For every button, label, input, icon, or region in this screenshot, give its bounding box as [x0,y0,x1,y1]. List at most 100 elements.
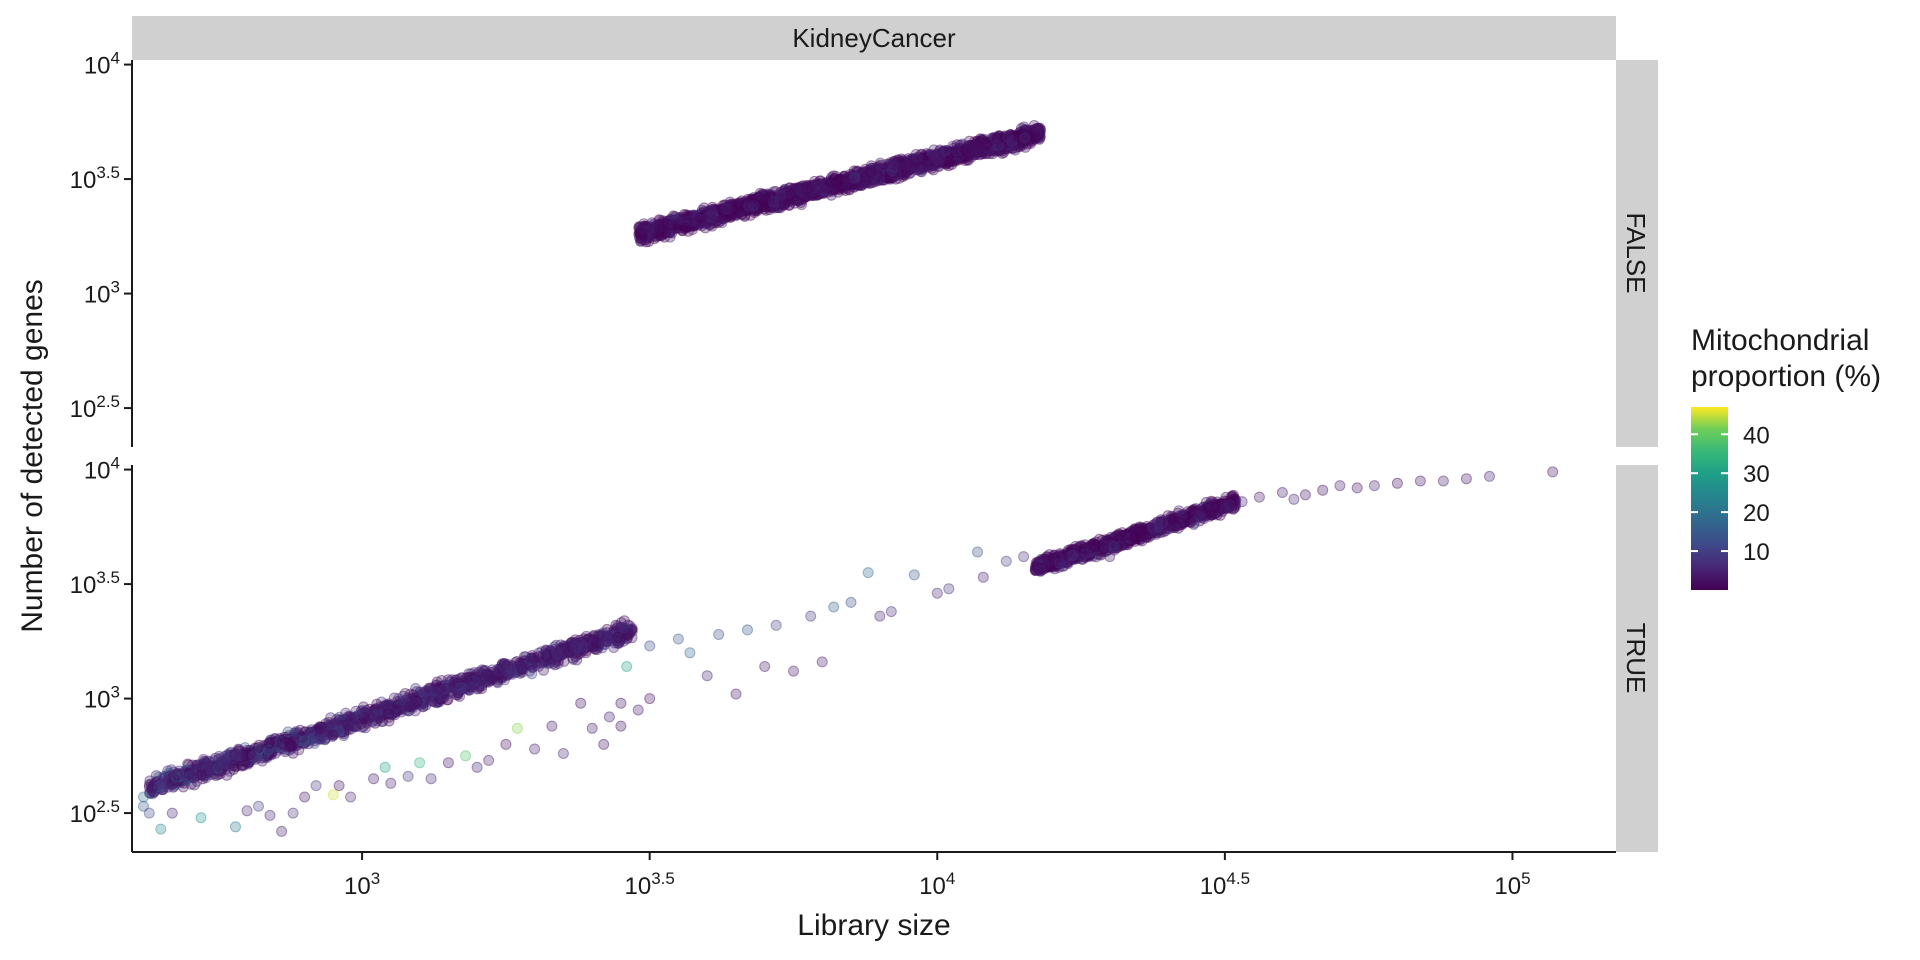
data-point [1002,135,1014,147]
data-point [781,196,793,208]
data-point [655,223,667,235]
data-point [924,154,936,166]
data-point [500,738,512,750]
data-point [938,156,950,168]
data-point [780,195,792,207]
data-point [1025,132,1037,144]
data-point [325,719,337,731]
data-point [1024,127,1036,139]
data-point [635,234,647,245]
data-point [946,149,958,161]
data-point [1022,128,1034,140]
data-point [890,162,902,174]
data-point [781,195,792,206]
data-point [921,155,933,167]
data-point [1033,133,1045,145]
data-point [727,204,739,216]
data-point [870,172,882,184]
data-point [912,155,924,167]
data-point [638,223,650,235]
data-point [671,222,683,234]
data-point [749,198,761,210]
data-point [1015,134,1027,146]
data-point [673,218,685,230]
data-point [648,224,659,235]
data-point [1547,466,1559,478]
data-point [893,172,905,184]
data-point [659,217,671,229]
data-point [716,217,728,229]
data-point [853,172,865,184]
data-point [953,144,965,156]
data-point [827,174,839,186]
data-point [962,146,974,158]
data-point [994,139,1005,151]
data-point [586,722,598,734]
facet-row-label-false: FALSE [1621,213,1651,294]
data-point [807,187,819,199]
data-point [664,226,676,238]
data-point [778,187,790,199]
data-point [979,137,991,149]
data-point [890,173,902,185]
legend-tick-label: 20 [1743,500,1770,527]
data-point [340,707,352,719]
data-point [814,182,825,194]
data-point [671,217,683,229]
data-point [838,176,850,188]
data-point [1014,131,1026,143]
data-point [897,167,909,179]
data-point [652,219,664,231]
data-point [912,164,924,176]
data-point [1019,131,1031,143]
data-point [927,160,939,172]
data-point [912,159,924,171]
data-point [836,175,848,187]
data-point [788,188,800,200]
data-point [903,154,915,166]
data-point [923,153,935,165]
data-point [890,163,902,175]
data-point [937,145,949,157]
data-point [314,730,326,742]
data-point [850,166,862,178]
data-point [953,149,964,161]
data-point [987,133,999,145]
data-point [978,144,990,156]
data-point [943,148,955,159]
data-point [699,206,711,218]
data-point [972,139,984,151]
data-point [727,203,739,214]
data-point [691,212,703,224]
data-point [926,160,938,171]
data-point [673,216,685,228]
data-point [751,195,763,207]
data-point [1018,121,1030,133]
data-point [856,173,868,185]
data-point [749,195,761,207]
data-point [869,166,881,178]
data-point [972,143,984,155]
x-tick-label: 103 [344,869,380,900]
data-point [984,145,996,157]
data-point [687,217,699,228]
data-point [783,190,795,202]
data-point [168,774,180,786]
data-point [746,202,758,214]
data-point [831,183,843,195]
data-point [932,160,944,172]
data-point [715,215,727,227]
data-point [710,204,722,216]
data-point [987,136,999,148]
data-point [1018,133,1030,145]
data-point [1005,135,1017,147]
data-point [659,218,671,230]
data-point [736,203,748,215]
data-point [788,183,800,195]
data-point [804,180,816,192]
data-point [883,164,895,176]
data-point [750,197,762,209]
data-point [884,162,896,174]
data-point [1017,132,1029,144]
